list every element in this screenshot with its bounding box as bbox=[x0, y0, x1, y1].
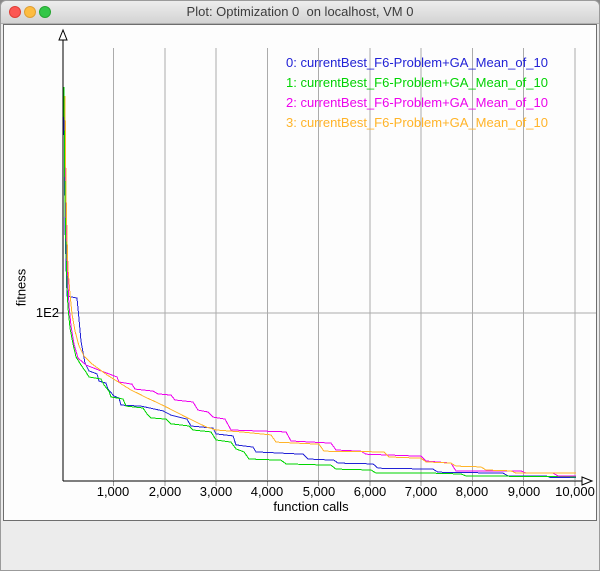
x-tick-label: 3,000 bbox=[199, 484, 233, 499]
y-tick-label: 1E2 bbox=[35, 305, 59, 320]
legend-entry: 1: currentBest_F6-Problem+GA_Mean_of_10 bbox=[286, 75, 548, 90]
x-tick-label: 1,000 bbox=[96, 484, 130, 499]
legend-entry: 0: currentBest_F6-Problem+GA_Mean_of_10 bbox=[286, 55, 548, 70]
y-axis-label: fitness bbox=[13, 268, 29, 307]
x-tick-label: 6,000 bbox=[353, 484, 387, 499]
x-tick-label: 2,000 bbox=[148, 484, 182, 499]
x-tick-label: 5,000 bbox=[302, 484, 336, 499]
minimize-button[interactable] bbox=[24, 6, 36, 18]
x-tick-label: 8,000 bbox=[455, 484, 489, 499]
legend-entry: 2: currentBest_F6-Problem+GA_Mean_of_10 bbox=[286, 95, 548, 110]
title-bar[interactable]: Plot: Optimization 0 on localhost, VM 0 bbox=[1, 1, 599, 24]
x-axis-label: function calls bbox=[273, 499, 349, 514]
legend-entry: 3: currentBest_F6-Problem+GA_Mean_of_10 bbox=[286, 115, 548, 130]
x-tick-label: 9,000 bbox=[507, 484, 541, 499]
close-button[interactable] bbox=[9, 6, 21, 18]
x-tick-label: 10,000 bbox=[555, 484, 595, 499]
x-tick-label: 7,000 bbox=[404, 484, 438, 499]
button-bar: Clear Log/Lin Dump Export... Save as PNG… bbox=[1, 521, 599, 570]
zoom-button[interactable] bbox=[39, 6, 51, 18]
x-tick-label: 4,000 bbox=[250, 484, 284, 499]
window-title: Plot: Optimization 0 on localhost, VM 0 bbox=[186, 4, 414, 19]
legend: 0: currentBest_F6-Problem+GA_Mean_of_10 1… bbox=[286, 53, 548, 133]
